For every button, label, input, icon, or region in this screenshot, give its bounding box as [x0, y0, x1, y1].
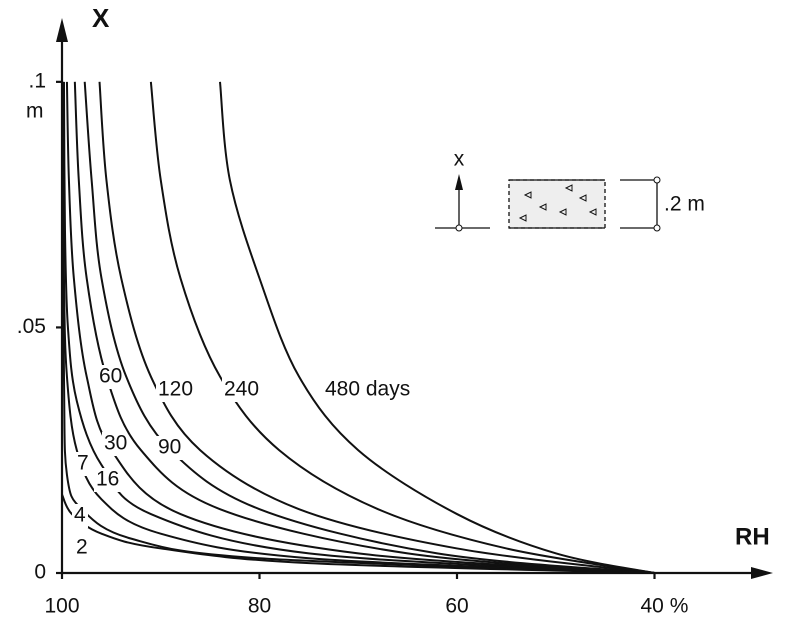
x-tick-label: 40 % [641, 595, 689, 618]
curve-label-bg [75, 452, 91, 476]
y-tick-label: .05 [17, 315, 46, 338]
y-tick-label: .1 [28, 69, 46, 92]
curve [73, 81, 655, 574]
curve-label: 90 [158, 436, 181, 459]
curve [62, 81, 655, 574]
y-unit: m [26, 100, 44, 123]
curve [83, 81, 655, 574]
curve-label: 2 [76, 536, 88, 559]
curve [149, 81, 655, 574]
x-tick-label: 60 [445, 595, 468, 618]
curve [65, 81, 655, 574]
curve-label: 240 [224, 378, 259, 401]
inset-axis-label: x [454, 148, 465, 171]
inset-diagram: x .2 m [435, 148, 705, 232]
curve-label: 120 [158, 378, 193, 401]
x-tick-label: 100 [44, 595, 79, 618]
curve-label-bg [323, 378, 423, 402]
curve-label: 60 [99, 365, 122, 388]
curve [219, 81, 655, 574]
inset-thickness: .2 m [664, 193, 705, 216]
curve-label-bg [156, 378, 196, 402]
x-tick-label: 80 [248, 595, 271, 618]
curve-label: 16 [96, 468, 119, 491]
curve-label-bg [102, 432, 130, 456]
y-axis-arrow [56, 18, 68, 42]
x-axis-arrow [751, 567, 773, 579]
curve-label-bg [97, 365, 125, 389]
curve-label: 30 [104, 432, 127, 455]
x-axis-title: RH [735, 523, 770, 550]
curve-label: 7 [77, 452, 89, 475]
curve [98, 81, 655, 574]
curve-label-bg [94, 468, 122, 492]
curve-label-bg [222, 378, 262, 402]
curve-label: 4 [74, 504, 86, 527]
curve-label-bg [156, 436, 184, 460]
y-axis-title: X [92, 3, 110, 33]
curve-label-bg [74, 536, 90, 560]
y-tick-label: 0 [34, 561, 46, 584]
curve-label-bg [72, 504, 88, 528]
curve [61, 81, 655, 574]
curve-label: 480 days [325, 378, 410, 401]
